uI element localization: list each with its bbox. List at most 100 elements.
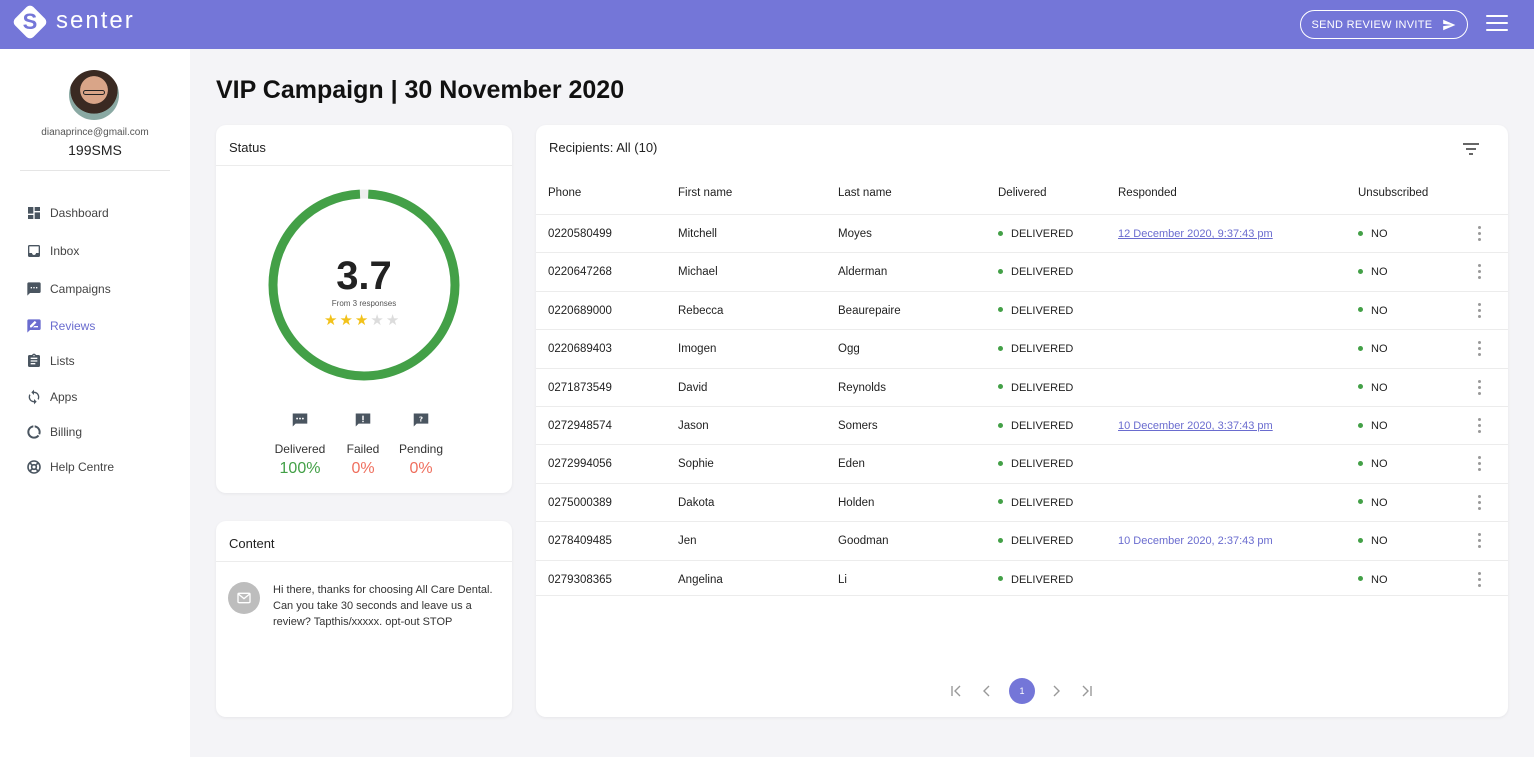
row-more-options-icon[interactable] [1478,379,1482,396]
stat-pending: ? Pending 0% [386,412,456,478]
sidebar-item-help-centre[interactable]: Help Centre [26,457,114,477]
billing-icon [27,425,41,439]
stat-delivered: Delivered 100% [265,412,335,478]
cell-phone: 0220689403 [548,343,612,356]
row-more-options-icon[interactable] [1478,264,1482,280]
user-plan: 199SMS [68,142,122,158]
cell-delivered: DELIVERED [998,561,1073,599]
mail-avatar [228,582,260,614]
cell-last-name: Alderman [838,266,888,279]
row-more-options-icon[interactable] [1478,533,1482,549]
sidebar-item-billing[interactable]: Billing [26,422,82,442]
cell-last-name: Ogg [838,343,860,356]
content-card-title: Content [229,536,275,551]
cell-last-name: Moyes [838,228,872,240]
column-header-first-name[interactable]: First name [678,187,733,199]
sidebar: dianaprince@gmail.com 199SMS Dashboard I… [0,49,190,757]
cell-responded[interactable]: 10 December 2020, 3:37:43 pm [1118,420,1273,432]
hamburger-menu-icon[interactable] [1486,15,1508,33]
row-more-options-icon[interactable] [1478,302,1482,319]
first-page-icon [951,685,961,697]
table-row: 0272948574 Jason Somers DELIVERED 10 Decembe… [536,406,1508,444]
row-more-options-icon[interactable] [1478,226,1482,242]
cell-phone: 0279308365 [548,573,612,586]
row-more-options-icon[interactable] [1478,418,1482,434]
status-card: Status 3.7 From 3 responses ★ ★ ★ ★ ★ Delive… [216,125,512,493]
status-card-title: Status [229,140,266,155]
status-dot [998,460,1003,466]
cell-phone: 0220580499 [548,228,612,240]
table-row: 0271873549 David Reynolds DELIVERED NO [536,367,1508,407]
cell-unsubscribed: NO [1358,484,1388,522]
stat-failed-value: 0% [351,460,375,477]
column-header-delivered[interactable]: Delivered [998,187,1047,199]
cell-delivered: DELIVERED [998,484,1073,522]
dashboard-icon [28,207,40,219]
status-dot [998,384,1003,390]
cell-unsubscribed: NO [1358,369,1388,407]
cell-delivered: DELIVERED [998,292,1073,330]
cell-first-name: Jen [678,535,697,548]
cell-first-name: Jason [678,420,709,432]
status-dot [1358,307,1363,313]
sidebar-item-reviews[interactable]: Reviews [26,316,95,336]
row-more-options-icon[interactable] [1478,494,1482,511]
table-row: 0220647268 Michael Alderman DELIVERED NO [536,252,1508,290]
star-icon: ★ [354,312,369,329]
column-header-phone[interactable]: Phone [548,187,582,199]
cell-first-name: Michael [678,266,718,279]
cell-phone: 0278409485 [548,535,612,548]
cell-first-name: David [678,381,708,394]
previous-page-button[interactable] [975,679,999,703]
send-review-invite-button[interactable]: SEND REVIEW INVITE [1300,10,1468,39]
row-more-options-icon[interactable] [1478,571,1482,588]
sidebar-item-campaigns[interactable]: Campaigns [26,279,111,299]
next-page-button[interactable] [1044,679,1068,703]
column-header-last-name[interactable]: Last name [838,187,892,199]
cell-delivered: DELIVERED [998,407,1073,445]
column-header-unsubscribed[interactable]: Unsubscribed [1358,187,1429,199]
status-dot [998,537,1003,543]
row-more-options-icon[interactable] [1478,341,1482,357]
logo[interactable]: S senter [11,3,135,41]
last-page-button[interactable] [1075,679,1099,703]
status-dot [1358,460,1363,466]
stat-delivered-value: 100% [279,460,321,477]
cell-responded[interactable]: 10 December 2020, 2:37:43 pm [1118,535,1273,548]
reviews-icon [27,319,41,333]
row-more-options-icon[interactable] [1478,456,1482,472]
chevron-right-icon [1053,685,1060,697]
table-row: 0275000389 Dakota Holden DELIVERED NO [536,482,1508,522]
cell-phone: 0272948574 [548,420,612,432]
status-dot [998,345,1003,351]
cell-last-name: Holden [838,496,875,509]
stat-pending-value: 0% [409,460,433,477]
sidebar-item-apps[interactable]: Apps [26,387,77,407]
filter-icon[interactable] [1463,142,1479,156]
status-dot [1358,230,1363,236]
cell-last-name: Somers [838,420,878,432]
cell-last-name: Eden [838,458,865,471]
recipients-card: Recipients: All (10) Phone First name La… [536,125,1508,717]
avatar[interactable] [69,70,119,120]
first-page-button[interactable] [944,679,968,703]
cell-first-name: Imogen [678,343,717,356]
recipients-title: Recipients: All (10) [549,140,658,155]
cell-responded[interactable]: 12 December 2020, 9:37:43 pm [1118,228,1273,240]
status-dot [998,268,1003,274]
lists-icon [28,353,40,367]
column-header-responded[interactable]: Responded [1118,187,1177,199]
status-dot [1358,576,1363,582]
sidebar-item-lists[interactable]: Lists [26,351,75,371]
sidebar-item-dashboard[interactable]: Dashboard [26,203,109,223]
cell-delivered: DELIVERED [998,522,1073,560]
cell-first-name: Rebecca [678,304,724,317]
inbox-icon [28,245,40,257]
cell-unsubscribed: NO [1358,407,1388,445]
sidebar-item-inbox[interactable]: Inbox [26,241,79,261]
cell-unsubscribed: NO [1358,522,1388,560]
page-1-button[interactable]: 1 [1009,678,1035,704]
table-row: 0220580499 Mitchell Moyes DELIVERED 12 Decem… [536,214,1508,252]
logo-mark: S [11,3,49,41]
status-dot [998,576,1003,582]
